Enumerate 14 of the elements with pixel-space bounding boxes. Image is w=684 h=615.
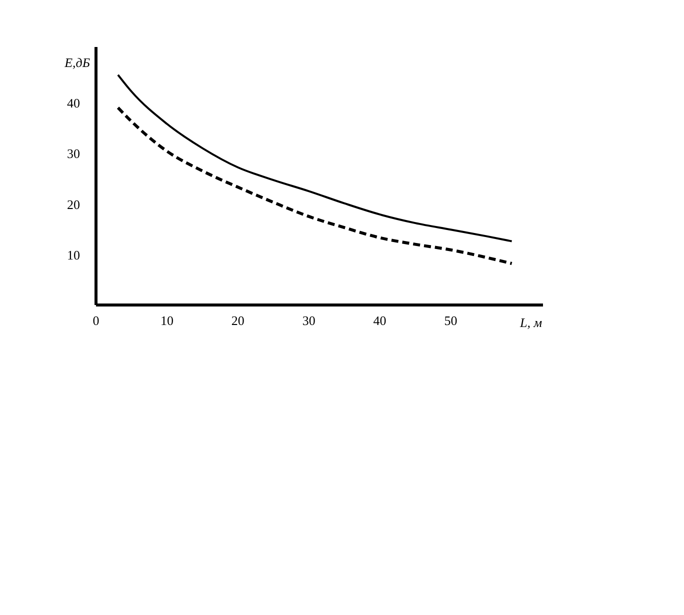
y-axis-title: E,дБ (64, 55, 90, 70)
x-tick-label: 40 (373, 313, 386, 328)
y-tick-label: 20 (67, 196, 80, 212)
x-tick-label: 0 (92, 313, 100, 328)
x-tick-label: 30 (302, 313, 316, 328)
x-tick-label: 50 (444, 313, 458, 328)
y-tick-label: 30 (67, 146, 80, 162)
line-series (116, 106, 514, 266)
x-axis-title: L, м (518, 315, 542, 330)
y-tick-label: 10 (67, 247, 80, 262)
x-tick-label: 20 (231, 313, 244, 328)
x-tick-label: 10 (160, 313, 174, 328)
line-series (116, 74, 513, 242)
y-tick-label: 40 (67, 96, 80, 111)
